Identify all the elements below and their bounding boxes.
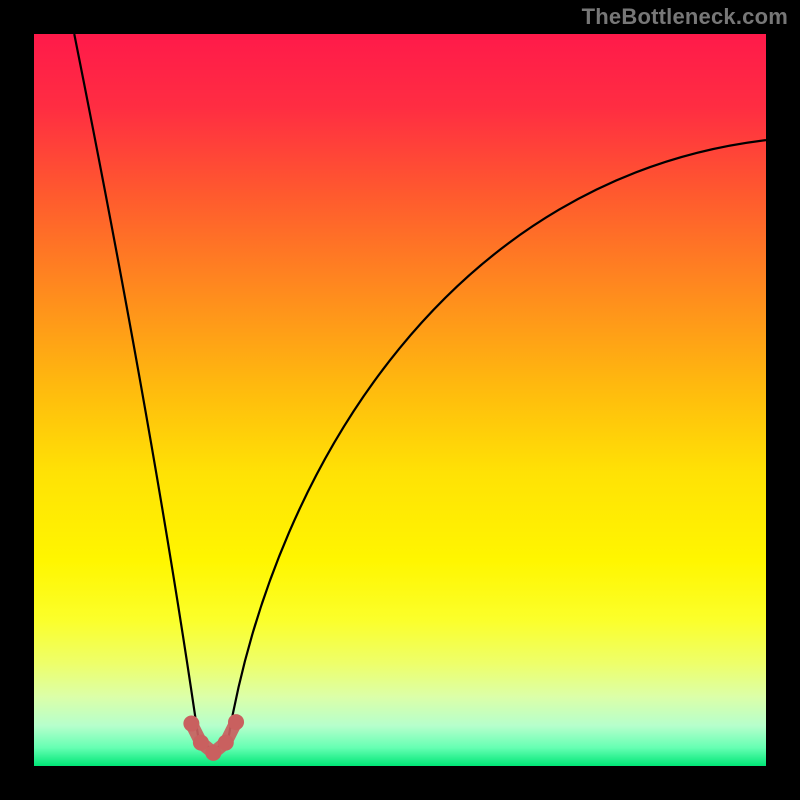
watermark-text: TheBottleneck.com (582, 4, 788, 30)
bottleneck-chart (34, 34, 766, 766)
dip-marker-point (228, 714, 244, 730)
dip-marker-point (193, 735, 209, 751)
figure-root: TheBottleneck.com (0, 0, 800, 800)
dip-marker-point (218, 735, 234, 751)
dip-marker-point (183, 716, 199, 732)
dip-marker-point (205, 745, 221, 761)
